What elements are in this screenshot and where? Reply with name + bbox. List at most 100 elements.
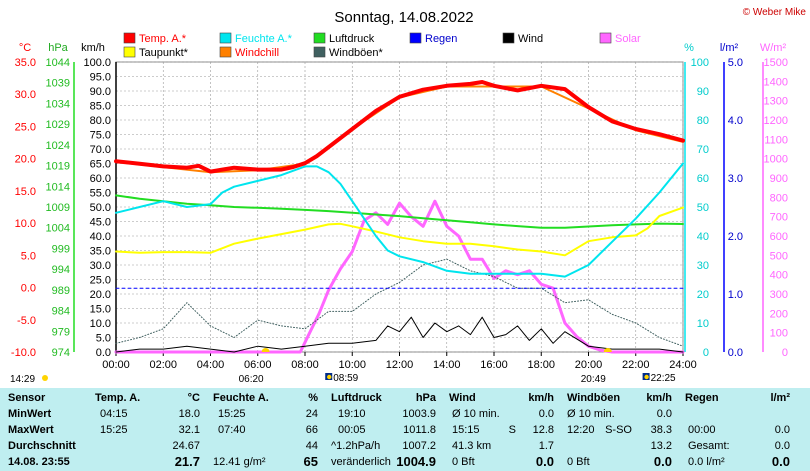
series-layer (114, 80, 685, 354)
solar-tick-label: 700 (770, 212, 788, 224)
rain-value: 0.0 (774, 424, 790, 436)
temp-time: 04:15 (100, 408, 128, 420)
wind-tick-label: 25.0 (90, 275, 111, 287)
wind-value: 12.8 (532, 424, 554, 436)
humidity-value: 24 (305, 408, 318, 420)
wind-label: 0 Bft (452, 456, 475, 468)
temp-tick-label: 10.0 (15, 218, 36, 230)
solar-tick-label: 1400 (764, 76, 788, 88)
moonrise-time: 22:25 (651, 373, 676, 384)
solar-unit-label: W/m² (760, 42, 787, 54)
temp-tick-label: 35.0 (15, 57, 36, 69)
temp-unit-label: °C (19, 42, 31, 54)
legend-swatch (313, 32, 326, 44)
pressure-tick-label: 1009 (46, 202, 70, 214)
temp-tick-label: 5.0 (21, 250, 36, 262)
x-tick-label: 14:00 (433, 359, 461, 371)
pressure-tick-label: 1004 (46, 223, 70, 235)
grid (115, 61, 684, 353)
x-tick-label: 20:00 (575, 359, 603, 371)
rain-label: 0.0 l/m² (688, 456, 725, 468)
moonrise-disc (644, 374, 649, 380)
wind-tick-label: 65.0 (90, 159, 111, 171)
moon-phase-time: 14:29 (10, 374, 35, 385)
legend-swatch (599, 32, 612, 44)
pressure-value: 1007.2 (402, 440, 436, 452)
solar-tick-label: 100 (770, 328, 788, 340)
wind-tick-label: 35.0 (90, 246, 111, 258)
gust-value: 0.0 (653, 454, 672, 469)
wind-tick-label: 10.0 (90, 318, 111, 330)
rain-tick-label: 5.0 (728, 57, 743, 69)
copyright-label: © Weber Mike (743, 7, 807, 18)
solar-tick-label: 300 (770, 289, 788, 301)
header-gusts-unit: km/h (646, 392, 672, 404)
temp-tick-label: 0.0 (21, 283, 36, 295)
temp-tick-label: 20.0 (15, 154, 36, 166)
wind-value: 0.0 (535, 454, 554, 469)
wind-tick-label: 60.0 (90, 173, 111, 185)
wind-tick-label: 30.0 (90, 260, 111, 272)
humidity-tick-label: 10 (697, 318, 709, 330)
legend-label: Wind (518, 33, 543, 45)
pressure-tick-label: 1024 (46, 140, 70, 152)
series-feuchte-a (115, 162, 684, 278)
wind-tick-label: 20.0 (90, 289, 111, 301)
temp-tick-label: -5.0 (17, 315, 36, 327)
temp-value: 24.67 (172, 440, 200, 452)
gust-value: 0.0 (656, 408, 672, 420)
legend-swatch (219, 46, 232, 58)
gust-label: 12:20 (567, 424, 595, 436)
sunrise-icon (261, 348, 270, 352)
temp-value: 21.7 (174, 454, 200, 469)
weather-chart: Sonntag, 14.08.2022 © Weber Mike Temp. A… (10, 7, 807, 385)
header-rain: Regen (685, 392, 719, 404)
header-humidity-unit: % (308, 392, 318, 404)
pressure-time: 00:05 (338, 424, 366, 436)
pressure-tick-label: 1014 (46, 181, 70, 193)
wind-tick-label: 85.0 (90, 101, 111, 113)
humidity-label: 12.41 g/m² (213, 456, 266, 468)
temp-tick-label: -10.0 (11, 347, 36, 359)
pressure-tick-label: 989 (52, 285, 70, 297)
legend-swatch (219, 32, 232, 44)
chart-title: Sonntag, 14.08.2022 (334, 9, 473, 26)
pressure-unit-label: hPa (48, 42, 68, 54)
x-tick-label: 02:00 (149, 359, 177, 371)
moonset-disc (327, 374, 332, 380)
series-temp-a (114, 80, 685, 174)
wind-tick-label: 5.0 (96, 333, 111, 345)
series-wind (115, 316, 684, 353)
wind-tick-label: 90.0 (90, 86, 111, 98)
legend-swatch (123, 32, 136, 44)
humidity-time: 15:25 (218, 408, 246, 420)
header-temp-unit: °C (187, 392, 200, 404)
temp-tick-label: 25.0 (15, 121, 36, 133)
x-tick-label: 18:00 (527, 359, 555, 371)
solar-tick-label: 600 (770, 231, 788, 243)
humidity-value: 65 (303, 454, 318, 469)
legend-label: Regen (425, 33, 457, 45)
header-humidity: Feuchte A. (213, 392, 269, 404)
solar-tick-label: 1300 (764, 96, 788, 108)
pressure-value: 1003.9 (402, 408, 436, 420)
solar-tick-label: 1200 (764, 115, 788, 127)
legend-label: Luftdruck (329, 33, 375, 45)
wind-tick-label: 40.0 (90, 231, 111, 243)
header-sensor: Sensor (8, 392, 46, 404)
header-gusts: Windböen (567, 392, 621, 404)
row-label: 14.08. 23:55 (8, 456, 70, 468)
wind-value: 0.0 (538, 408, 554, 420)
pressure-tick-label: 1019 (46, 161, 70, 173)
temp-value: 18.0 (178, 408, 200, 420)
summary-table: Sensor Temp. A. °C Feuchte A.% Luftdruck hPa W… (0, 388, 810, 471)
row-label: MaxWert (8, 424, 54, 436)
solar-tick-label: 500 (770, 250, 788, 262)
humidity-time: 07:40 (218, 424, 246, 436)
wind-tick-label: 80.0 (90, 115, 111, 127)
wind-tick-label: 45.0 (90, 217, 111, 229)
legend-swatch (123, 46, 136, 58)
humidity-tick-label: 30 (697, 260, 709, 272)
solar-tick-label: 0 (782, 347, 788, 359)
wind-tick-label: 70.0 (90, 144, 111, 156)
